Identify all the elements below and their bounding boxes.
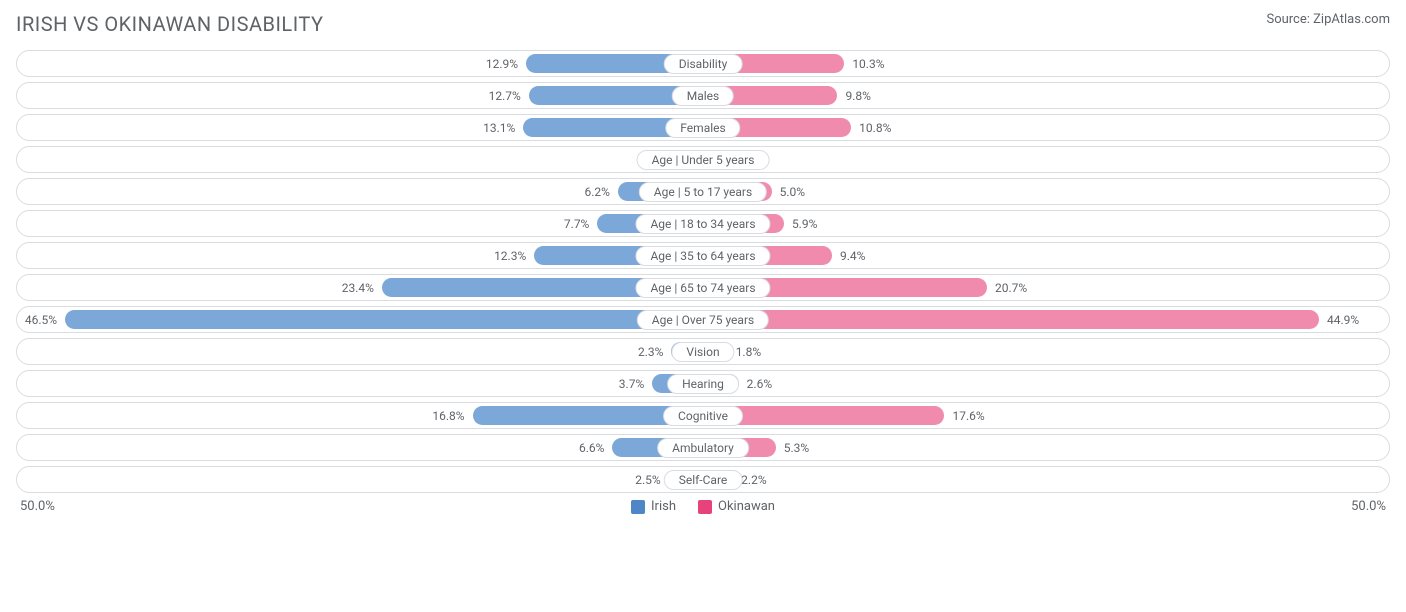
category-label: Age | 18 to 34 years xyxy=(635,214,770,234)
legend-item-irish: Irish xyxy=(631,499,676,514)
value-right: 20.7% xyxy=(995,281,1027,295)
value-left: 23.4% xyxy=(342,281,374,295)
category-label: Age | 65 to 74 years xyxy=(635,278,770,298)
value-left: 6.2% xyxy=(584,185,609,199)
chart-header: IRISH VS OKINAWAN DISABILITY Source: Zip… xyxy=(16,12,1390,36)
chart-row: 12.9% 10.3% Disability xyxy=(16,50,1390,77)
legend-swatch-okinawan xyxy=(698,500,712,514)
chart-area: 12.9%10.3%Disability12.7%9.8%Males13.1%1… xyxy=(16,50,1390,493)
value-right: 9.8% xyxy=(845,89,870,103)
chart-row: 3.7% 2.6% Hearing xyxy=(16,370,1390,397)
value-right: 5.9% xyxy=(792,217,817,231)
chart-row: 12.3% 9.4% Age | 35 to 64 years xyxy=(16,242,1390,269)
legend-label-irish: Irish xyxy=(651,499,676,514)
value-right: 10.3% xyxy=(852,57,884,71)
value-left: 12.9% xyxy=(486,57,518,71)
value-right: 44.9% xyxy=(1327,313,1359,327)
value-left: 13.1% xyxy=(483,121,515,135)
chart-row: 6.2% 5.0% Age | 5 to 17 years xyxy=(16,178,1390,205)
category-label: Males xyxy=(672,86,734,106)
category-label: Self-Care xyxy=(664,470,743,490)
chart-row: 1.7%1.1%Age | Under 5 years xyxy=(16,146,1390,173)
chart-row: 6.6% 5.3% Ambulatory xyxy=(16,434,1390,461)
chart-row: 46.5% 44.9% Age | Over 75 years xyxy=(16,306,1390,333)
category-label: Age | Over 75 years xyxy=(637,310,769,330)
value-left: 2.5% xyxy=(635,473,660,487)
value-right: 2.2% xyxy=(741,473,766,487)
value-right: 17.6% xyxy=(952,409,984,423)
category-label: Ambulatory xyxy=(657,438,749,458)
category-label: Cognitive xyxy=(663,406,743,426)
category-label: Females xyxy=(665,118,740,138)
chart-row: 13.1% 10.8% Females xyxy=(16,114,1390,141)
value-left: 3.7% xyxy=(619,377,644,391)
value-left: 16.8% xyxy=(432,409,464,423)
category-label: Age | 5 to 17 years xyxy=(639,182,767,202)
chart-row: 23.4% 20.7% Age | 65 to 74 years xyxy=(16,274,1390,301)
chart-row: 7.7% 5.9% Age | 18 to 34 years xyxy=(16,210,1390,237)
axis-max-right: 50.0% xyxy=(1351,499,1386,514)
value-right: 9.4% xyxy=(840,249,865,263)
bar-left xyxy=(65,310,703,329)
chart-row: 2.3% 1.8%Vision xyxy=(16,338,1390,365)
value-right: 2.6% xyxy=(747,377,772,391)
value-right: 1.8% xyxy=(736,345,761,359)
chart-row: 12.7% 9.8% Males xyxy=(16,82,1390,109)
chart-row: 16.8% 17.6% Cognitive xyxy=(16,402,1390,429)
value-left: 6.6% xyxy=(579,441,604,455)
value-left: 12.3% xyxy=(494,249,526,263)
legend-item-okinawan: Okinawan xyxy=(698,499,775,514)
value-left: 46.5% xyxy=(25,313,57,327)
value-left: 7.7% xyxy=(564,217,589,231)
legend-label-okinawan: Okinawan xyxy=(718,499,775,514)
chart-title: IRISH VS OKINAWAN DISABILITY xyxy=(16,12,323,36)
category-label: Disability xyxy=(664,54,743,74)
chart-footer: 50.0% Irish Okinawan 50.0% xyxy=(16,499,1390,514)
category-label: Hearing xyxy=(667,374,739,394)
value-right: 10.8% xyxy=(859,121,891,135)
category-label: Age | 35 to 64 years xyxy=(635,246,770,266)
value-right: 5.3% xyxy=(784,441,809,455)
value-left: 2.3% xyxy=(638,345,663,359)
chart-row: 2.5% 2.2%Self-Care xyxy=(16,466,1390,493)
legend-swatch-irish xyxy=(631,500,645,514)
bar-right xyxy=(703,310,1319,329)
axis-max-left: 50.0% xyxy=(20,499,55,514)
category-label: Age | Under 5 years xyxy=(637,150,770,170)
category-label: Vision xyxy=(671,342,734,362)
value-left: 12.7% xyxy=(489,89,521,103)
value-right: 5.0% xyxy=(780,185,805,199)
chart-source: Source: ZipAtlas.com xyxy=(1266,12,1390,27)
